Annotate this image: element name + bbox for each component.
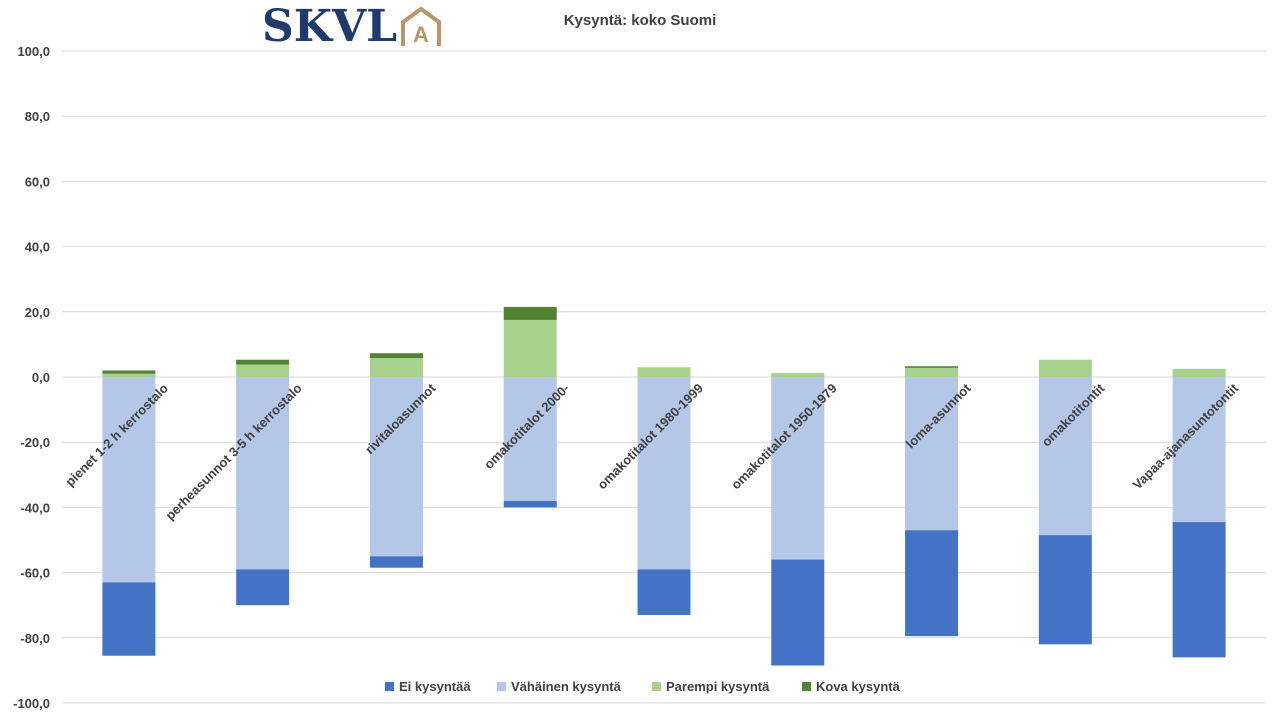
bar-segment — [503, 319, 557, 377]
bar-segment — [1172, 368, 1226, 377]
bar-segment — [102, 373, 156, 377]
legend-swatch — [497, 682, 506, 691]
y-axis-tick-labels: 100,0 80,0 60,0 40,0 20,0 0,0 -20,0 -40,0 -60,0 -… — [13, 44, 50, 711]
bar-segment — [369, 556, 423, 568]
chart-title: Kysyntä: koko Suomi — [563, 12, 717, 29]
skvl-logo: SKVL A — [262, 4, 443, 50]
bar-segment — [905, 530, 959, 637]
y-tick-label: 80,0 — [25, 109, 50, 124]
y-tick-label: 60,0 — [25, 174, 50, 189]
bar-segment — [905, 377, 959, 531]
bar-segment — [905, 367, 959, 377]
bar-segment — [236, 569, 290, 606]
house-a-icon: A — [401, 6, 442, 47]
bar-segment — [771, 377, 825, 560]
y-tick-label: 100,0 — [17, 44, 50, 59]
bar-segment — [369, 377, 423, 557]
y-tick-label: -40,0 — [20, 500, 50, 515]
bar-segment — [369, 358, 423, 377]
bar-segment — [1038, 535, 1092, 645]
bars — [102, 306, 1226, 666]
y-tick-label: 20,0 — [25, 305, 50, 320]
bar-segment — [771, 373, 825, 377]
bar-segment — [503, 306, 557, 320]
bar-segment — [236, 377, 290, 570]
bar-segment — [1172, 522, 1226, 658]
legend-label: Vähäinen kysyntä — [511, 679, 622, 694]
y-tick-label: -100,0 — [13, 696, 50, 711]
bar-segment — [771, 559, 825, 666]
bar-segment — [637, 377, 691, 570]
y-tick-label: -80,0 — [20, 631, 50, 646]
bar-segment — [637, 367, 691, 377]
bar-segment — [503, 377, 557, 501]
y-tick-label: -20,0 — [20, 435, 50, 450]
bar-segment — [102, 370, 156, 374]
bar-segment — [1038, 377, 1092, 536]
legend-swatch — [652, 682, 661, 691]
bar-segment — [236, 359, 290, 365]
bar-segment — [369, 353, 423, 359]
logo-text: SKVL — [262, 1, 398, 52]
bar-segment — [905, 366, 959, 368]
bar-segment — [503, 500, 557, 508]
bar-segment — [1038, 359, 1092, 377]
y-tick-label: -60,0 — [20, 566, 50, 581]
legend: Ei kysyntää Vähäinen kysyntä Parempi kysyn… — [385, 679, 901, 694]
legend-swatch — [802, 682, 811, 691]
y-tick-label: 0,0 — [32, 370, 50, 385]
logo-mark-letter: A — [413, 22, 429, 47]
legend-label: Parempi kysyntä — [666, 679, 770, 694]
bar-segment — [102, 377, 156, 583]
bar-segment — [102, 582, 156, 656]
legend-label: Ei kysyntää — [399, 679, 471, 694]
bar-segment — [1172, 377, 1226, 523]
bar-segment — [637, 569, 691, 615]
legend-swatch — [385, 682, 394, 691]
y-tick-label: 40,0 — [25, 240, 50, 255]
bar-segment — [236, 364, 290, 377]
legend-label: Kova kysyntä — [816, 679, 901, 694]
